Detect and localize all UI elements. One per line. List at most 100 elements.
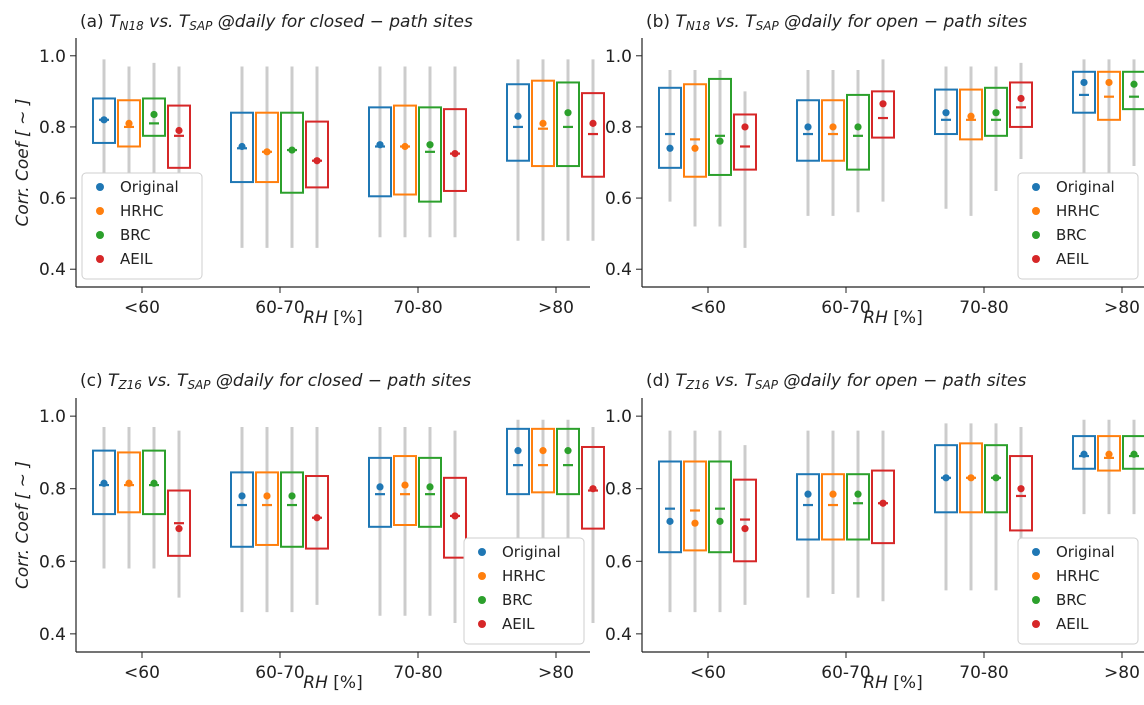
legend-label: HRHC	[1056, 567, 1099, 585]
y-tick-label: 0.4	[605, 625, 632, 645]
box-body	[934, 88, 958, 136]
mean-marker	[539, 447, 547, 455]
box-hrhc	[683, 460, 707, 552]
title-vs: vs.	[144, 12, 179, 32]
mean-marker	[451, 150, 459, 158]
legend-marker	[1032, 207, 1040, 215]
x-axis-label: RH [%]	[303, 308, 362, 328]
box-brc	[142, 449, 166, 516]
box-body	[92, 449, 116, 516]
box-hrhc	[531, 427, 555, 494]
mean-marker	[691, 144, 699, 152]
box-body	[393, 455, 417, 526]
mean-marker	[829, 123, 837, 131]
box-body	[959, 442, 983, 514]
mean-marker	[1017, 94, 1025, 103]
box-brc	[846, 93, 870, 171]
x-axis-label-var: RH	[863, 673, 888, 693]
mean-marker	[1080, 450, 1088, 458]
x-axis-label-var: RH	[863, 308, 888, 328]
box-hrhc	[393, 104, 417, 196]
mean-marker	[854, 490, 862, 498]
box-original	[934, 444, 958, 514]
legend-label: Original	[120, 178, 179, 196]
legend-marker	[1032, 231, 1040, 239]
legend-label: Original	[1056, 543, 1115, 561]
x-tick-label: 70-80	[393, 298, 442, 318]
box-aeil	[167, 104, 191, 169]
box-brc	[984, 444, 1008, 514]
legend-label: BRC	[502, 591, 532, 609]
mean-marker	[150, 110, 158, 119]
box-body	[167, 489, 191, 557]
legend-marker	[96, 207, 104, 215]
box-body	[1009, 81, 1033, 128]
box-body	[959, 88, 983, 141]
title-prefix: (d)	[646, 371, 675, 391]
x-axis-label-var: RH	[303, 673, 328, 693]
box-aeil	[167, 489, 191, 557]
box-aeil	[871, 469, 895, 545]
box-body	[255, 111, 279, 184]
title-vs: vs.	[709, 371, 744, 391]
mean-marker	[238, 142, 246, 151]
panel-a: (a) TN18 vs. TSAP @daily for closed − pa…	[13, 12, 605, 328]
box-body	[280, 471, 304, 548]
mean-marker	[589, 119, 597, 127]
y-tick-label: 0.8	[605, 118, 632, 138]
legend-box	[81, 172, 203, 280]
title-s2: SAP	[187, 378, 211, 392]
box-hrhc	[1097, 70, 1121, 121]
x-tick-label: 60-70	[255, 298, 304, 318]
box-body	[708, 77, 732, 176]
box-original	[506, 83, 530, 162]
box-hrhc	[821, 473, 845, 541]
box-body	[1072, 435, 1096, 470]
mean-marker	[716, 137, 724, 145]
mean-marker	[741, 123, 749, 131]
box-original	[368, 106, 392, 198]
mean-marker	[263, 492, 271, 500]
box-brc	[556, 81, 580, 168]
legend-marker	[96, 231, 104, 239]
mean-marker	[100, 116, 108, 124]
mean-marker	[992, 109, 1000, 117]
box-body	[796, 99, 820, 162]
y-tick-label: 0.6	[605, 189, 632, 209]
box-body	[658, 460, 682, 554]
box-body	[443, 108, 467, 192]
title-s2: SAP	[189, 19, 213, 33]
box-brc	[418, 456, 442, 528]
box-aeil	[733, 113, 757, 171]
mean-marker	[238, 492, 246, 500]
box-aeil	[581, 445, 605, 530]
box-original	[368, 456, 392, 528]
box-body	[255, 471, 279, 546]
box-original	[796, 473, 820, 541]
title-v2: T	[745, 12, 757, 32]
box-brc	[984, 86, 1008, 137]
box-aeil	[871, 90, 895, 139]
title-rest: @daily for open − path sites	[778, 371, 1027, 391]
mean-marker	[992, 474, 1000, 482]
box-body	[393, 104, 417, 196]
legend-marker	[1032, 255, 1040, 263]
box-body	[506, 83, 530, 162]
box-body	[708, 460, 732, 554]
x-tick-label: >80	[538, 663, 574, 683]
y-tick-label: 0.8	[39, 480, 66, 500]
legend-label: HRHC	[1056, 202, 1099, 220]
title-s1: Z16	[685, 378, 710, 392]
mean-marker	[125, 479, 133, 487]
box-body	[305, 475, 329, 550]
mean-marker	[514, 447, 522, 455]
x-tick-label: 70-80	[959, 298, 1008, 318]
y-tick-label: 1.0	[39, 407, 66, 427]
box-body	[117, 451, 141, 514]
mean-marker	[514, 112, 522, 120]
panel-d: (d) TZ16 vs. TSAP @daily for open − path…	[605, 371, 1144, 693]
legend-label: AEIL	[1056, 250, 1089, 268]
mean-marker	[804, 123, 812, 131]
box-body	[683, 83, 707, 178]
legend-marker	[96, 183, 104, 191]
